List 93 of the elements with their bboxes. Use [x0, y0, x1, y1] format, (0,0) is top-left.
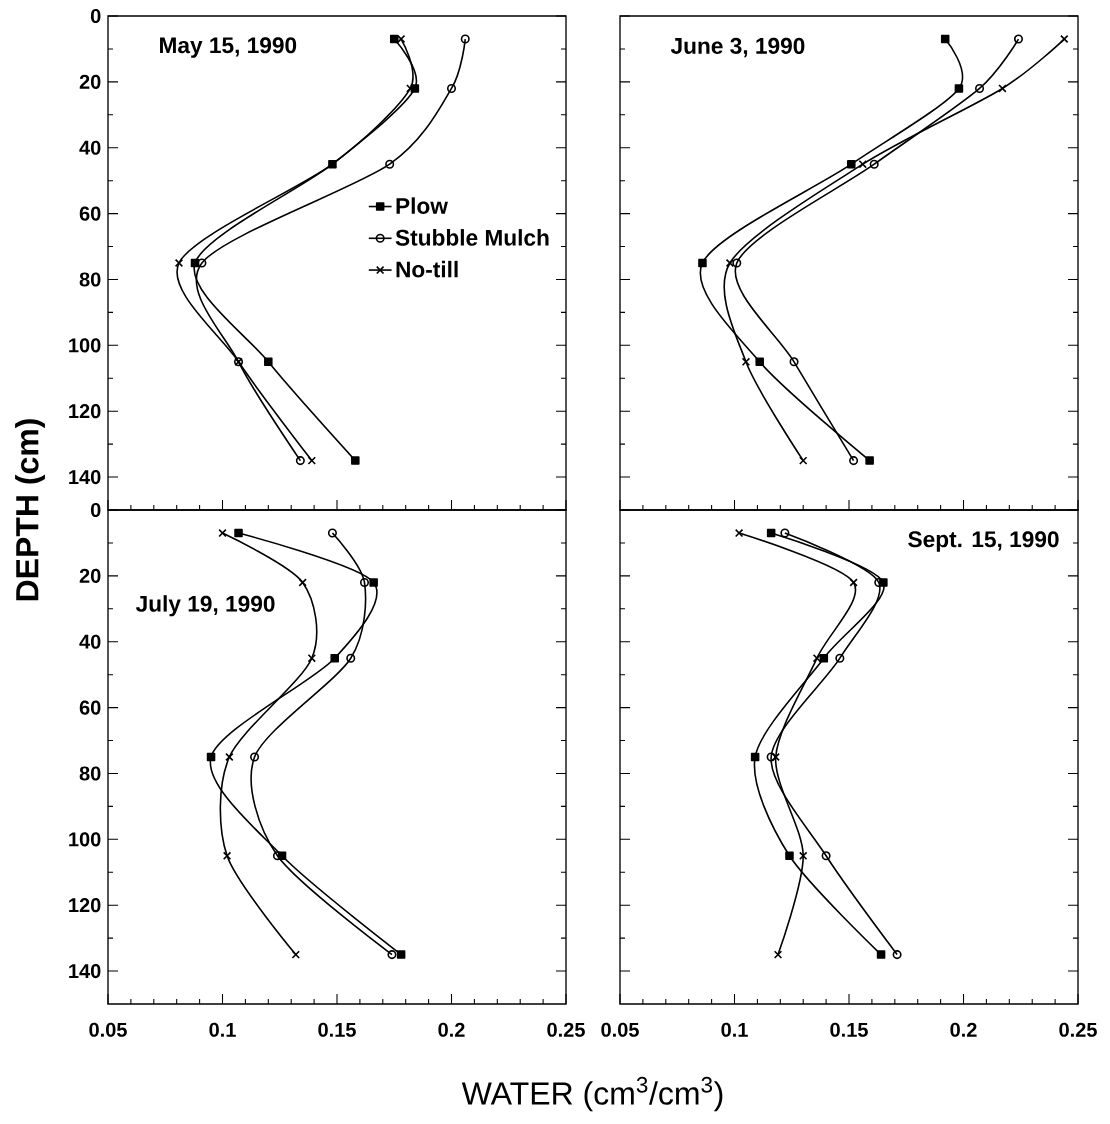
x-axis-title: WATER (cm$^{3}$/cm$^{3}$) [461, 1076, 723, 1112]
point [222, 851, 232, 860]
point [975, 83, 985, 93]
x-tick-label: 0.1 [209, 1022, 236, 1037]
y-tick-label: 40 [79, 634, 101, 649]
point [819, 653, 829, 663]
point [359, 577, 370, 587]
y-tick-label: 120 [69, 898, 101, 913]
point [780, 528, 790, 538]
point [773, 950, 783, 959]
point [218, 528, 227, 538]
point [698, 258, 707, 268]
point [460, 34, 470, 44]
point [264, 357, 273, 367]
point [291, 950, 300, 959]
point [835, 653, 845, 663]
point [225, 752, 234, 762]
point [446, 83, 457, 93]
point [298, 578, 307, 587]
point [234, 528, 243, 538]
point [206, 752, 216, 762]
y-tick-label: 140 [69, 963, 101, 979]
point [865, 456, 874, 465]
point [766, 752, 776, 762]
x-tick-label: 0.25 [547, 1022, 585, 1037]
point [396, 950, 406, 959]
point [766, 528, 776, 538]
point [387, 950, 397, 960]
point [799, 456, 808, 465]
y-tick-label: 60 [79, 700, 101, 715]
point [389, 34, 399, 44]
point [892, 950, 902, 960]
point [307, 654, 317, 663]
x-tick-label: 0.15 [830, 1022, 868, 1037]
legend-label: Stubble Mulch [395, 229, 549, 246]
x-tick-label: 0.2 [438, 1022, 465, 1037]
text: Sept. 15, 1990 [908, 531, 1059, 552]
text: May 15, 1990 [160, 37, 297, 58]
legend-label: Plow [396, 197, 448, 214]
point [858, 160, 867, 169]
point [330, 653, 339, 663]
x-tick-label: 0.05 [89, 1022, 127, 1037]
point [789, 357, 799, 367]
point [849, 456, 859, 466]
text: July 19, 1990 [135, 595, 275, 617]
point [327, 528, 337, 538]
point [250, 752, 260, 762]
point [307, 456, 317, 465]
y-tick-label: 0 [90, 502, 101, 518]
y-axis-title: DEPTH (cm) [15, 419, 45, 601]
y-tick-label: 100 [69, 338, 101, 353]
text: June 3, 1990 [670, 37, 805, 58]
point [351, 456, 360, 465]
point [755, 357, 764, 367]
point [1013, 34, 1023, 44]
point [869, 159, 879, 169]
point [750, 752, 760, 762]
y-tick-label: 0 [90, 8, 101, 24]
point [734, 528, 744, 538]
point [1060, 34, 1069, 44]
y-tick-label: 120 [69, 404, 101, 419]
legend-label: No-till [396, 260, 458, 278]
y-tick-label: 100 [69, 832, 101, 847]
point [385, 159, 395, 169]
x-tick-label: 0.1 [721, 1022, 748, 1037]
point [876, 950, 886, 959]
y-tick-label: 20 [79, 568, 101, 583]
y-tick-label: 140 [69, 469, 101, 485]
point [725, 258, 735, 268]
point [785, 851, 794, 861]
x-tick-label: 0.15 [318, 1022, 356, 1037]
point [771, 752, 780, 762]
x-tick-label: 0.2 [950, 1022, 977, 1037]
x-tick-label: 0.05 [601, 1022, 639, 1037]
y-tick-label: 60 [79, 206, 101, 221]
point [940, 34, 950, 44]
point [346, 653, 356, 663]
y-tick-label: 80 [79, 272, 101, 287]
y-tick-label: 40 [79, 140, 101, 155]
point [741, 357, 751, 366]
point [732, 258, 742, 268]
point [847, 159, 856, 169]
y-tick-label: 80 [79, 766, 101, 781]
x-tick-label: 0.25 [1059, 1022, 1097, 1037]
point [998, 84, 1007, 93]
point [954, 84, 964, 93]
point [369, 578, 378, 587]
y-tick-label: 20 [79, 74, 101, 89]
point [849, 578, 858, 587]
point [799, 851, 808, 860]
point [295, 456, 305, 466]
point [174, 258, 184, 268]
point [821, 851, 831, 861]
